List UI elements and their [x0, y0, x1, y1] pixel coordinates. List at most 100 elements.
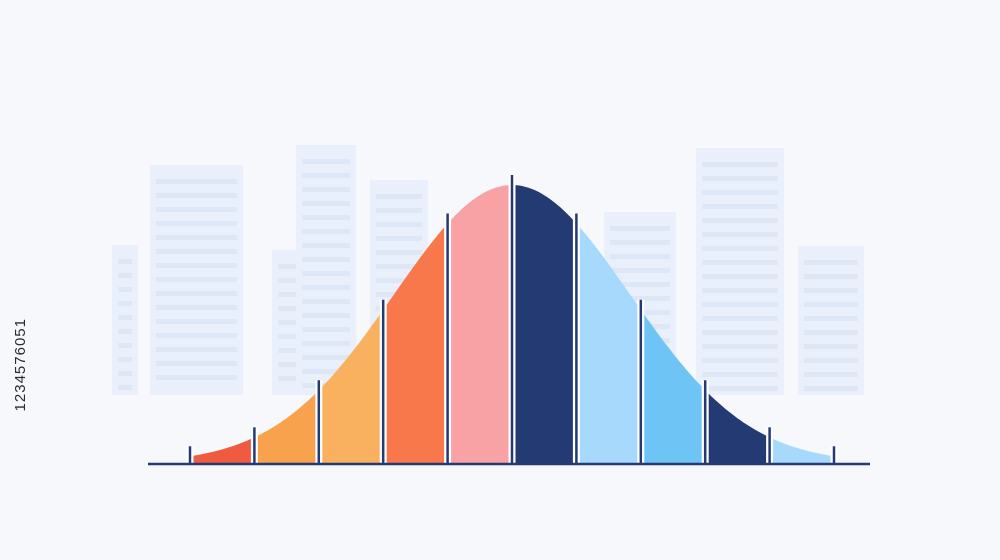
building-window-row [156, 319, 237, 324]
building-window-row [804, 274, 858, 279]
building-window-row [804, 316, 858, 321]
building-window-row [302, 285, 350, 290]
building-window-row [804, 330, 858, 335]
building-window-row [278, 334, 302, 339]
building-window-row [376, 208, 422, 213]
building-window-row [804, 386, 858, 391]
building-window-row [302, 313, 350, 318]
building-window-row [156, 333, 237, 338]
building-window-row [302, 215, 350, 220]
building-window-row [156, 361, 237, 366]
building-window-row [376, 278, 422, 283]
building-window-row [376, 194, 422, 199]
building-window-row [118, 371, 132, 376]
building-window-row [702, 176, 778, 181]
building-window-row [804, 288, 858, 293]
building-window-row [702, 218, 778, 223]
building-window-row [118, 329, 132, 334]
bell-curve-chart [148, 175, 870, 466]
building-window-row [804, 344, 858, 349]
building-window-row [376, 264, 422, 269]
curve-segment-8 [640, 309, 706, 463]
building-window-row [302, 159, 350, 164]
building-window-row [302, 187, 350, 192]
building-window-row [156, 235, 237, 240]
building-window-row [376, 222, 422, 227]
building-window-row [610, 268, 670, 273]
building-window-row [118, 301, 132, 306]
background-building [696, 148, 784, 395]
building-window-row [278, 376, 302, 381]
building-window-row [702, 288, 778, 293]
building-window-row [118, 343, 132, 348]
building-window-row [702, 344, 778, 349]
building-window-row [278, 306, 302, 311]
building-window-row [804, 302, 858, 307]
building-window-row [156, 249, 237, 254]
building-window-row [278, 292, 302, 297]
building-window-row [376, 250, 422, 255]
building-window-row [702, 358, 778, 363]
building-window-row [610, 226, 670, 231]
building-window-row [118, 385, 132, 390]
building-window-row [302, 257, 350, 262]
building-window-row [156, 193, 237, 198]
building-window-row [804, 358, 858, 363]
building-window-row [702, 330, 778, 335]
building-window-row [702, 316, 778, 321]
building-window-row [156, 263, 237, 268]
building-window-row [702, 372, 778, 377]
curve-segment-7 [576, 223, 641, 463]
building-window-row [278, 278, 302, 283]
building-window-row [302, 355, 350, 360]
curve-segment-4 [383, 223, 448, 463]
building-window-row [302, 369, 350, 374]
building-window-row [702, 246, 778, 251]
building-window-row [278, 264, 302, 269]
building-window-row [610, 282, 670, 287]
building-window-row [302, 341, 350, 346]
building-window-row [702, 204, 778, 209]
curve-segment-6 [512, 185, 577, 463]
building-window-row [302, 201, 350, 206]
building-window-row [156, 347, 237, 352]
building-window-row [702, 274, 778, 279]
building-window-row [302, 299, 350, 304]
building-window-row [702, 302, 778, 307]
curve-segment-5 [447, 185, 512, 463]
building-window-row [702, 232, 778, 237]
building-window-row [702, 162, 778, 167]
building-window-row [804, 372, 858, 377]
curve-segment-3 [318, 309, 384, 463]
building-window-row [156, 277, 237, 282]
image-id-label: 1234576051 [12, 318, 29, 412]
building-window-row [156, 179, 237, 184]
building-window-row [610, 296, 670, 301]
curve-segment-9 [705, 390, 770, 463]
background-building [296, 145, 356, 395]
building-window-row [156, 221, 237, 226]
building-window-row [156, 207, 237, 212]
building-window-row [118, 287, 132, 292]
building-window-row [702, 260, 778, 265]
building-window-row [376, 236, 422, 241]
building-window-row [118, 315, 132, 320]
building-window-row [118, 357, 132, 362]
building-window-row [156, 375, 237, 380]
building-window-row [702, 386, 778, 391]
curve-segment-2 [254, 390, 319, 463]
building-window-row [156, 305, 237, 310]
curve-segment-10 [769, 437, 834, 463]
building-window-row [118, 259, 132, 264]
building-window-row [302, 173, 350, 178]
building-window-row [156, 291, 237, 296]
building-window-row [610, 240, 670, 245]
building-window-row [610, 254, 670, 259]
building-window-row [702, 190, 778, 195]
building-window-row [278, 348, 302, 353]
building-window-row [278, 362, 302, 367]
building-window-row [302, 271, 350, 276]
building-window-row [118, 273, 132, 278]
building-window-row [278, 320, 302, 325]
